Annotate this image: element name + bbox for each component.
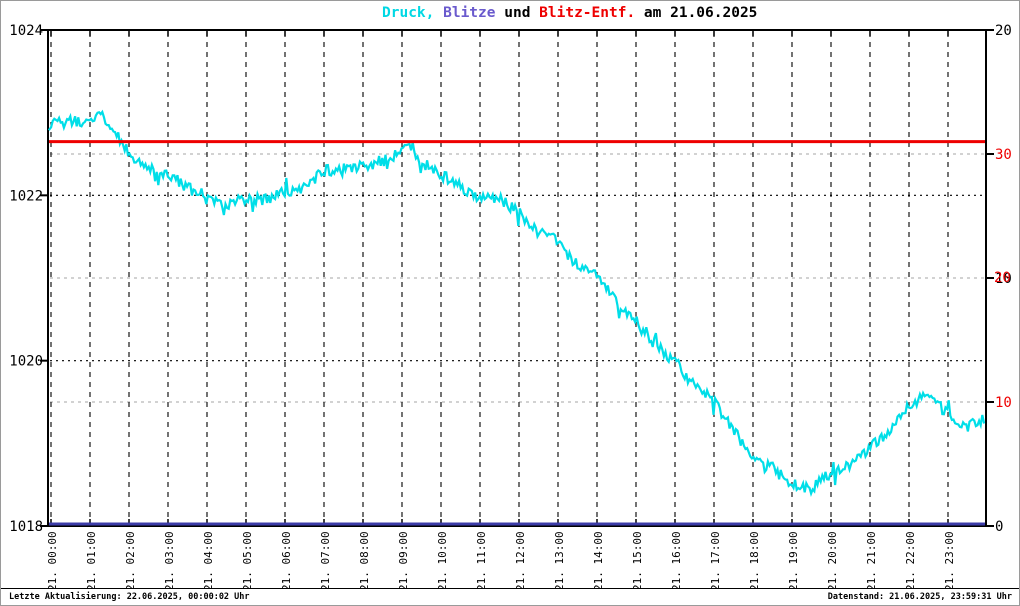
- x-axis-label: 21. 02:00: [124, 531, 137, 589]
- x-axis-label: 21. 05:00: [241, 531, 254, 589]
- x-axis-label: 21. 23:00: [943, 531, 956, 589]
- y-right-black-label: 0: [995, 519, 1003, 535]
- title-part-date: am 21.06.2025: [635, 5, 758, 21]
- x-axis-label: 21. 00:00: [46, 531, 59, 589]
- x-axis-label: 21. 14:00: [592, 531, 605, 589]
- x-axis-label: 21. 16:00: [670, 531, 683, 589]
- status-bar: Letzte Aktualisierung: 22.06.2025, 00:00…: [1, 588, 1019, 605]
- x-axis-label: 21. 15:00: [631, 531, 644, 589]
- x-axis-label: 21. 17:00: [709, 531, 722, 589]
- y-right-red-label: 10: [995, 395, 1012, 411]
- y-right-red-label: 20: [994, 270, 1011, 286]
- x-axis-label: 21. 11:00: [475, 531, 488, 589]
- x-axis-label: 21. 21:00: [865, 531, 878, 589]
- plot-frame: [47, 29, 987, 527]
- x-axis-label: 21. 07:00: [319, 531, 332, 589]
- x-axis-label: 21. 08:00: [358, 531, 371, 589]
- x-axis-label: 21. 22:00: [904, 531, 917, 589]
- chart-title: Druck, Blitze und Blitz-Entf. am 21.06.2…: [382, 5, 757, 21]
- last-update-text: Letzte Aktualisierung: 22.06.2025, 00:00…: [9, 592, 250, 602]
- y-right-black-label: 20: [995, 23, 1012, 39]
- x-axis-label: 21. 12:00: [514, 531, 527, 589]
- title-part-druck: Druck,: [382, 5, 444, 21]
- y-right-red-label: 30: [995, 147, 1012, 163]
- y-right-black-label: 10: [995, 271, 1012, 287]
- y-left-tick-label: 1020: [9, 354, 43, 370]
- x-axis-label: 21. 20:00: [826, 531, 839, 589]
- x-axis-label: 21. 01:00: [85, 531, 98, 589]
- x-axis-label: 21. 03:00: [163, 531, 176, 589]
- x-axis-label: 21. 06:00: [280, 531, 293, 589]
- title-part-und: und: [495, 5, 540, 21]
- x-axis-label: 21. 19:00: [787, 531, 800, 589]
- y-left-tick-label: 1022: [9, 188, 43, 204]
- title-part-blitze: Blitze: [443, 5, 496, 21]
- y-left-tick-label: 1018: [9, 519, 43, 535]
- druck-series: [47, 109, 986, 497]
- x-axis-label: 21. 13:00: [553, 531, 566, 589]
- x-axis-label: 21. 18:00: [748, 531, 761, 589]
- x-axis-label: 21. 09:00: [397, 531, 410, 589]
- y-left-tick-label: 1024: [9, 23, 43, 39]
- x-axis-label: 21. 10:00: [436, 531, 449, 589]
- data-state-text: Datenstand: 21.06.2025, 23:59:31 Uhr: [827, 592, 1012, 602]
- x-axis-label: 21. 04:00: [202, 531, 215, 589]
- title-part-blitzentf: Blitz-Entf.: [539, 5, 636, 21]
